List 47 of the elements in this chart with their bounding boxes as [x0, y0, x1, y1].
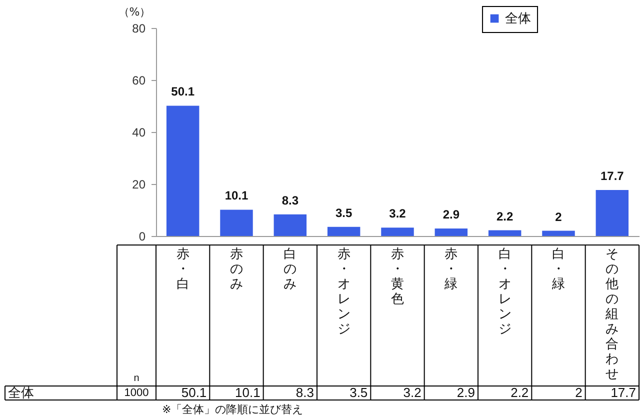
data-label: 3.5	[350, 385, 368, 400]
annotation: 50.1	[171, 84, 195, 99]
bar	[542, 230, 575, 236]
bar	[434, 228, 468, 236]
data-label: 2.9	[456, 385, 475, 400]
annotation: 3.5	[335, 206, 352, 220]
x-tick-label: 赤のみ	[230, 247, 243, 292]
x-tick-label: 赤・緑	[444, 247, 458, 292]
bar	[274, 214, 307, 236]
data-label: 2.2	[510, 385, 529, 400]
annotation: 3.2	[389, 206, 406, 221]
bar	[327, 226, 360, 236]
data-label: 8.3	[296, 385, 314, 400]
bar	[381, 228, 414, 236]
legend-label: 全体	[505, 12, 532, 26]
y-tick-label: 60	[132, 74, 146, 88]
x-tick-label: 赤・オレンジ	[337, 247, 350, 337]
text: n	[134, 373, 140, 384]
data-label: 17.7	[610, 385, 636, 400]
annotation: 10.1	[224, 188, 248, 203]
data-label: 50.1	[181, 385, 207, 400]
y-tick-label: 40	[132, 126, 146, 140]
annotation: 17.7	[600, 168, 624, 183]
text: ※「全体」の降順に並び替え	[162, 403, 304, 416]
y-axis-title: （%）	[118, 6, 151, 18]
x-tick-label: 白・緑	[551, 247, 565, 292]
bar	[220, 210, 253, 236]
annotation: 2	[555, 210, 562, 224]
bar	[488, 230, 522, 236]
y-tick-label: 20	[132, 178, 146, 192]
text: 全体	[8, 386, 34, 401]
bar	[166, 106, 200, 236]
x-tick-label: 白のみ	[284, 247, 297, 292]
category-label: その他の組み合わせ	[606, 247, 619, 382]
data-label: 10.1	[235, 385, 260, 400]
x-tick-label: 赤・黄色	[391, 247, 404, 307]
x-tick-label: 白・オレンジ	[498, 247, 512, 337]
bar	[596, 190, 629, 236]
data-label: 2	[575, 385, 582, 400]
data-label: 3.2	[403, 385, 422, 400]
annotation: 2.9	[442, 207, 460, 222]
x-tick-label: 赤・白	[176, 247, 190, 292]
text: 1000	[124, 387, 149, 399]
y-tick-label: 80	[132, 22, 146, 36]
annotation: 8.3	[282, 193, 299, 208]
annotation: 2.2	[496, 209, 514, 224]
y-tick-label: 0	[138, 230, 146, 244]
